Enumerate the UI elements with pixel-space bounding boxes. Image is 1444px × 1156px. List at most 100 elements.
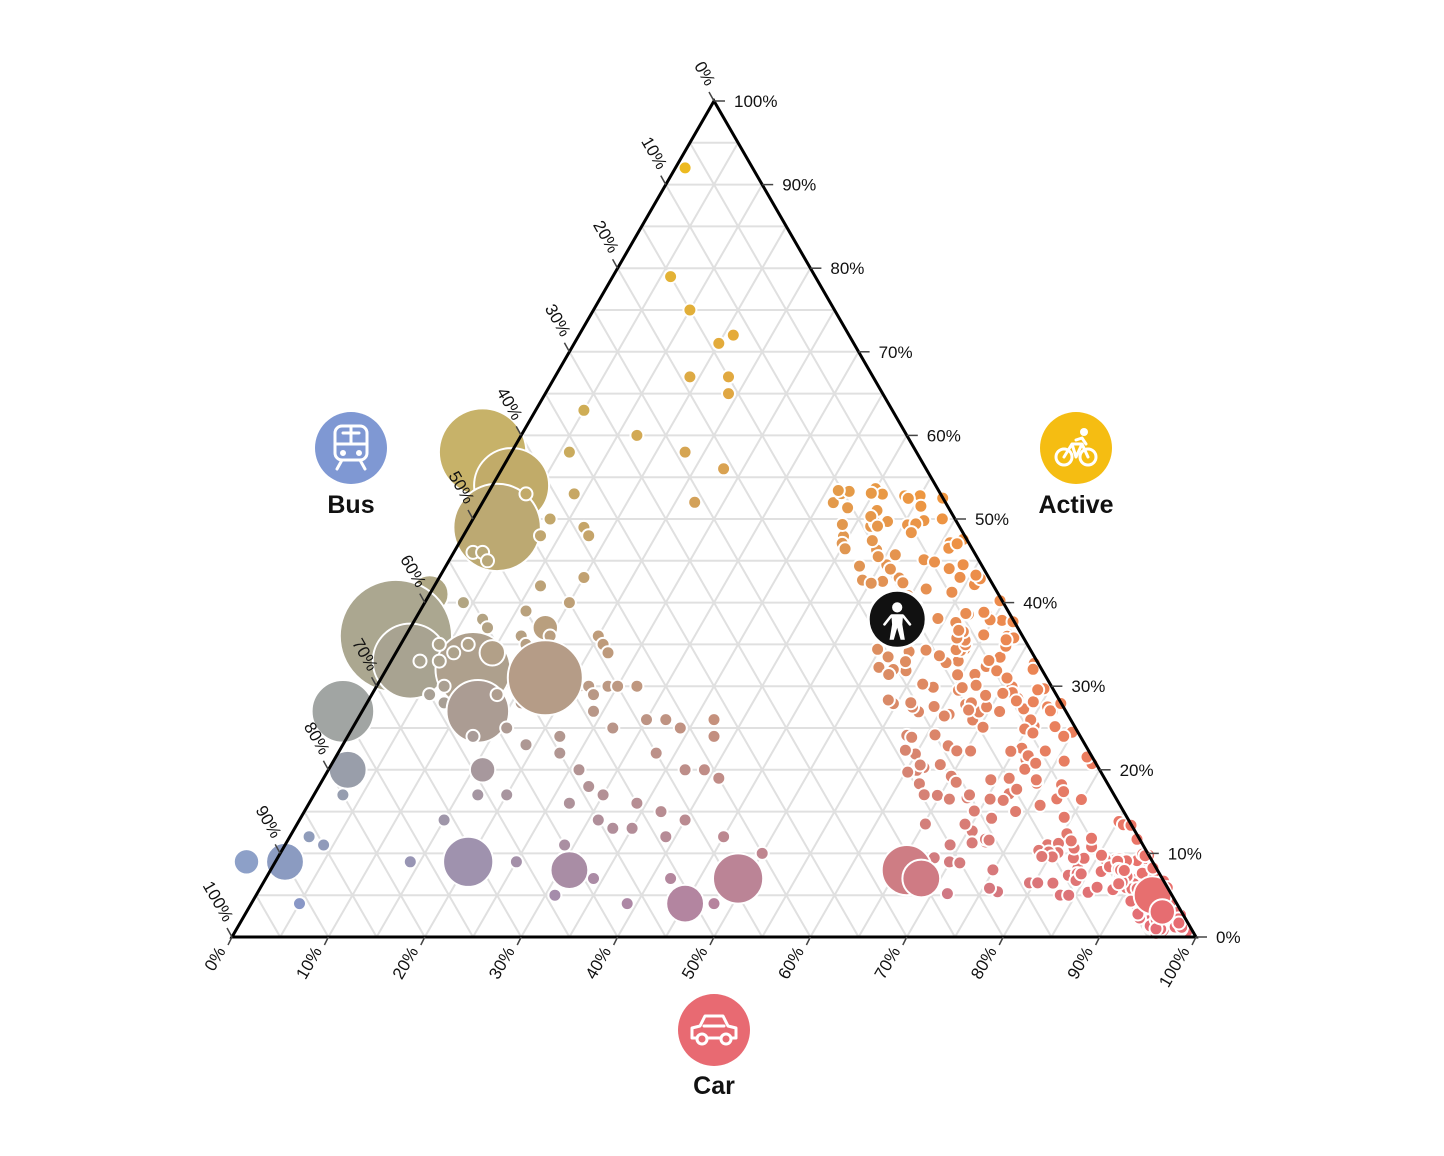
bus-tick	[611, 258, 619, 269]
data-point	[665, 883, 705, 924]
car-tick	[612, 936, 619, 946]
active-label: Active	[1038, 491, 1113, 519]
active-tick-label: 50%	[975, 510, 1009, 529]
data-point	[508, 854, 524, 870]
data-point	[1008, 693, 1024, 709]
car-tick-label: 50%	[678, 944, 711, 983]
data-point	[895, 575, 911, 591]
data-point	[721, 386, 736, 402]
data-point	[712, 852, 765, 905]
data-point	[900, 764, 916, 780]
data-point	[1003, 743, 1019, 759]
data-point	[961, 702, 977, 718]
data-point	[998, 632, 1014, 648]
highlight-marker	[866, 588, 928, 650]
bus-label: Bus	[327, 491, 374, 519]
active-tick-label: 0%	[1216, 928, 1241, 947]
data-point	[1045, 875, 1061, 891]
data-point	[518, 737, 534, 753]
data-point	[629, 795, 645, 811]
data-point	[871, 659, 887, 675]
car-tick	[805, 936, 812, 946]
data-point	[941, 791, 957, 807]
data-point	[903, 695, 919, 711]
active-tick-label: 40%	[1023, 594, 1057, 613]
data-point	[898, 654, 913, 670]
data-point	[605, 820, 621, 836]
data-point	[1073, 792, 1089, 807]
data-point	[968, 677, 984, 693]
bus-tick	[515, 426, 522, 436]
bus-tick	[708, 91, 715, 102]
data-point	[957, 816, 973, 832]
data-point	[576, 570, 592, 585]
data-point	[916, 787, 932, 803]
data-point	[446, 645, 462, 661]
grid-line	[375, 685, 523, 938]
data-point	[992, 704, 1008, 719]
data-point	[595, 787, 611, 803]
data-point	[431, 653, 447, 669]
data-point	[976, 627, 992, 643]
data-point	[1001, 770, 1017, 786]
data-point	[955, 557, 971, 573]
bus-tick-label: 0%	[690, 58, 719, 89]
data-point	[1030, 875, 1046, 891]
data-point	[897, 742, 913, 758]
data-point	[412, 653, 428, 669]
data-point	[499, 787, 515, 803]
data-point	[881, 667, 897, 682]
data-point	[292, 896, 307, 912]
tick-marks	[226, 91, 1207, 946]
data-point	[1094, 847, 1109, 863]
grid-line	[472, 309, 836, 938]
data-point	[725, 327, 741, 343]
data-point	[436, 678, 452, 694]
data-point	[533, 528, 548, 544]
data-point	[1047, 719, 1063, 735]
data-point	[549, 850, 590, 890]
data-point	[917, 816, 933, 832]
car-badge	[678, 994, 750, 1066]
car-tick-label: 10%	[292, 944, 325, 983]
bus-tick	[274, 844, 281, 854]
data-point	[863, 575, 879, 591]
data-point	[663, 871, 679, 886]
data-point	[422, 687, 438, 703]
grid-line	[568, 393, 884, 938]
data-point	[677, 160, 693, 176]
data-point	[968, 567, 984, 583]
data-point	[672, 720, 688, 736]
active-tick-label: 60%	[927, 426, 961, 445]
data-point	[1009, 781, 1025, 797]
data-point	[915, 676, 931, 692]
data-point	[552, 745, 568, 761]
grid-line	[255, 894, 282, 938]
data-point	[1042, 703, 1058, 719]
data-point	[976, 604, 992, 620]
data-point	[932, 757, 948, 773]
data-point	[265, 841, 305, 882]
car-tick	[420, 936, 426, 946]
data-point	[870, 641, 886, 657]
car-tick	[902, 936, 908, 946]
car-tick-label: 70%	[871, 944, 904, 983]
data-point	[716, 829, 732, 845]
data-point	[948, 774, 964, 790]
data-point	[936, 708, 952, 724]
data-point	[864, 533, 880, 549]
bicycle-icon	[1054, 428, 1098, 467]
car-tick	[1094, 936, 1101, 946]
data-point	[465, 728, 481, 744]
bus-tick	[419, 593, 426, 603]
car-tick	[1191, 936, 1197, 946]
bus-tick-label: 90%	[252, 802, 285, 841]
data-point	[962, 787, 977, 803]
car-tick-label: 30%	[485, 944, 518, 983]
data-point	[927, 554, 942, 570]
data-point	[518, 486, 534, 502]
data-point	[904, 729, 920, 745]
data-point	[830, 483, 846, 498]
data-point	[706, 728, 722, 744]
data-point	[605, 720, 621, 736]
